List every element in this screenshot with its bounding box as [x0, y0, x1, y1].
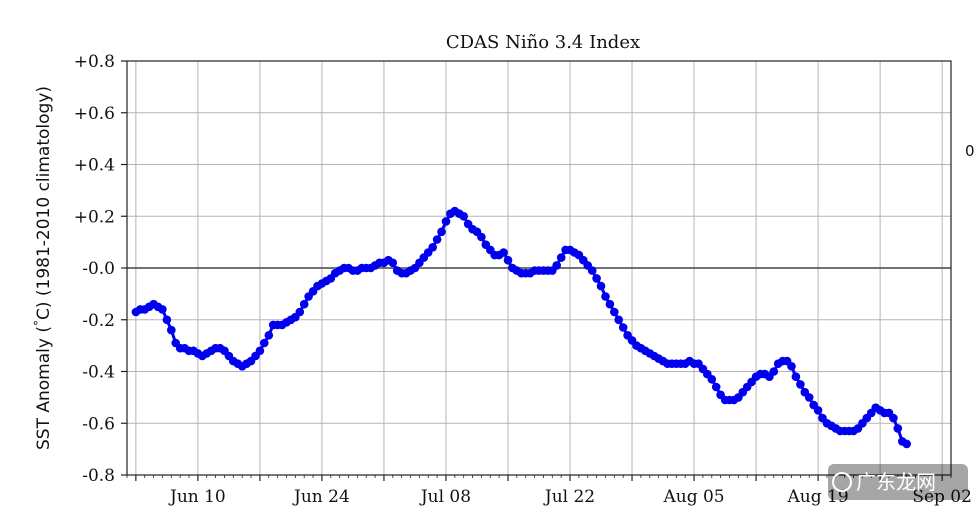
data-point — [769, 367, 779, 376]
watermark-logo-icon — [832, 472, 852, 492]
data-point — [601, 292, 610, 301]
watermark: 广东龙网 — [828, 464, 968, 500]
data-point — [459, 212, 469, 221]
x-tick-label: Jul 08 — [419, 487, 471, 507]
data-point — [428, 243, 438, 252]
x-axis-ticks: Jun 10 Jun 24 Jul 08 Jul 22 Aug 05 Aug 19 Sep … — [126, 475, 972, 507]
series-line-group — [131, 206, 911, 449]
y-tick-label: +0.8 — [74, 52, 115, 72]
data-point — [596, 281, 606, 291]
y-axis-label-part1: SST Anomaly ( — [34, 326, 54, 450]
y-axis-ticks: +0.8 +0.6 +0.4 +0.2 -0.0 -0.2 -0.4 -0.6 -0.8 — [74, 52, 127, 486]
data-point — [614, 315, 623, 325]
y-tick-label: +0.4 — [74, 156, 115, 176]
y-axis-label: SST Anomaly (°C) (1981-2010 climatology) — [32, 86, 54, 450]
y-tick-label: -0.8 — [82, 466, 115, 486]
data-point — [587, 266, 597, 275]
series-line — [135, 209, 908, 446]
side-label: 0 — [965, 142, 975, 160]
data-point — [813, 406, 823, 415]
x-tick-label: Aug 19 — [787, 487, 849, 507]
y-axis-label-degree: ° — [32, 320, 46, 326]
data-point — [295, 307, 305, 317]
x-tick-label: Sep 02 — [912, 487, 972, 507]
data-point — [552, 261, 561, 270]
y-axis-label-part2: C) (1981-2010 climatology) — [34, 86, 54, 320]
data-point — [158, 305, 167, 314]
series-points — [131, 206, 911, 449]
data-point — [711, 382, 721, 392]
data-point — [556, 253, 566, 262]
data-point — [618, 323, 628, 332]
data-point — [503, 255, 513, 265]
x-tick-label: Jun 10 — [168, 487, 226, 507]
data-point — [162, 315, 172, 325]
data-point — [260, 338, 269, 348]
x-tick-label: Jun 24 — [292, 487, 350, 507]
data-point — [255, 346, 265, 356]
data-point — [804, 393, 814, 402]
data-point — [592, 274, 601, 283]
y-tick-label: -0.2 — [82, 311, 115, 331]
data-point — [889, 413, 898, 423]
data-point — [707, 375, 717, 384]
y-tick-label: -0.0 — [82, 259, 115, 279]
x-tick-label: Jul 22 — [543, 487, 595, 507]
data-point — [610, 307, 619, 317]
y-tick-label: +0.6 — [74, 104, 115, 124]
y-tick-label: -0.6 — [82, 414, 115, 434]
data-point — [167, 325, 176, 335]
data-point — [388, 258, 398, 268]
y-tick-label: +0.2 — [74, 207, 115, 227]
y-tick-label: -0.4 — [82, 363, 115, 383]
data-point — [299, 299, 309, 309]
data-point — [791, 372, 801, 382]
data-point — [787, 362, 796, 371]
data-point — [437, 227, 446, 237]
data-point — [605, 299, 615, 309]
data-point — [902, 439, 911, 449]
data-point — [264, 331, 274, 340]
data-point — [796, 380, 805, 389]
data-point — [499, 248, 508, 257]
data-point — [432, 235, 442, 244]
watermark-text: 广东龙网 — [856, 470, 936, 494]
x-tick-label: Aug 05 — [662, 487, 724, 507]
chart-title: CDAS Niño 3.4 Index — [446, 32, 640, 53]
data-point — [441, 217, 451, 226]
data-point — [477, 232, 486, 242]
data-point — [893, 424, 903, 433]
